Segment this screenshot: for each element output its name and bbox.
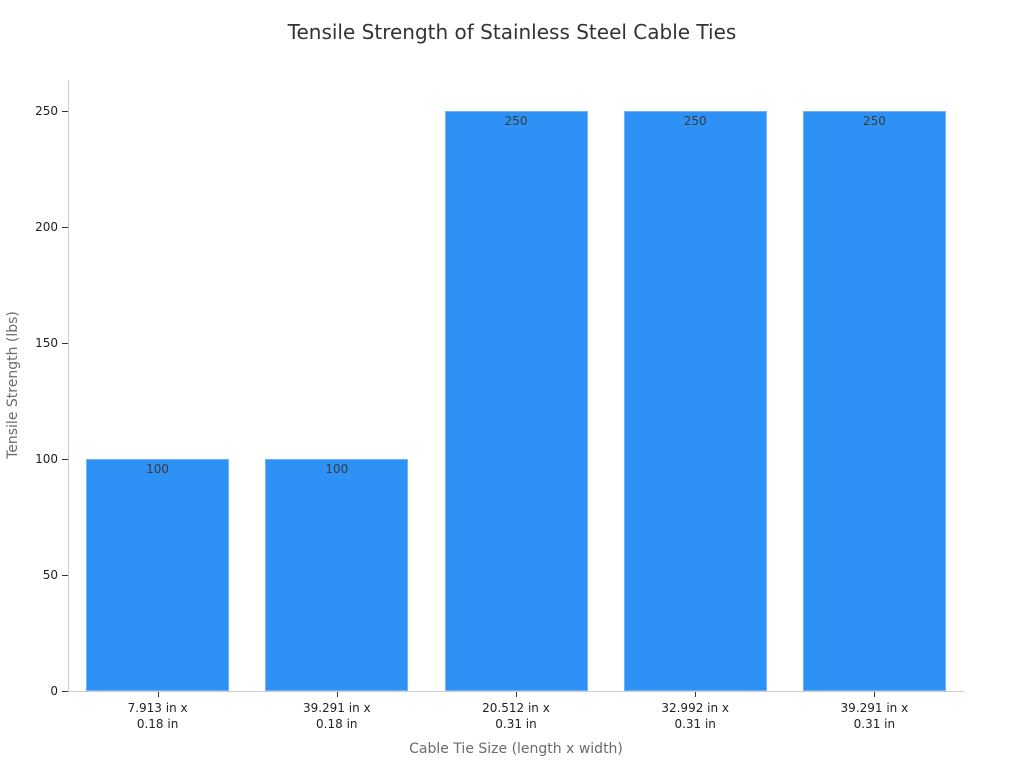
x-tick-label-line: 0.31 in — [495, 717, 537, 731]
y-axis-line — [68, 80, 69, 692]
x-tick-label-line: 0.18 in — [316, 717, 358, 731]
bar[interactable] — [86, 458, 230, 691]
x-tick-label-line: 20.512 in x — [482, 701, 550, 715]
x-tick-mark — [516, 692, 517, 697]
chart-title: Tensile Strength of Stainless Steel Cabl… — [287, 20, 737, 44]
y-tick-label: 200 — [35, 219, 58, 234]
bar-value-label: 250 — [504, 113, 528, 128]
y-tick-mark — [62, 227, 68, 228]
y-tick-mark — [62, 691, 68, 692]
x-tick-label: 39.291 in x 0.18 in — [257, 700, 417, 732]
bar[interactable] — [623, 110, 767, 691]
y-tick-mark — [62, 111, 68, 112]
y-tick-label: 100 — [35, 451, 58, 466]
y-tick-mark — [62, 459, 68, 460]
y-tick-mark — [62, 575, 68, 576]
x-axis-line — [68, 691, 964, 692]
x-tick-label: 32.992 in x 0.31 in — [615, 700, 775, 732]
x-tick-mark — [874, 692, 875, 697]
bar[interactable] — [444, 110, 588, 691]
x-tick-label: 20.512 in x 0.31 in — [436, 700, 596, 732]
x-tick-label-line: 39.291 in x — [302, 701, 371, 715]
bar-value-label: 250 — [683, 113, 707, 128]
y-axis-label: Tensile Strength (lbs) — [5, 311, 21, 459]
x-tick-label-line: 32.992 in x — [661, 701, 730, 715]
y-tick-label: 50 — [42, 567, 58, 582]
y-tick-mark — [62, 343, 68, 344]
x-tick-label: 39.291 in x 0.31 in — [794, 700, 954, 732]
y-tick-label: 250 — [35, 103, 58, 118]
bar-value-label: 100 — [325, 461, 349, 476]
x-tick-label-line: 7.913 in x — [127, 701, 188, 715]
y-tick-label: 0 — [50, 684, 58, 698]
x-tick-label-line: 0.31 in — [853, 717, 896, 731]
bar[interactable] — [802, 110, 946, 691]
x-axis-label: Cable Tie Size (length x width) — [409, 741, 623, 757]
x-tick-mark — [337, 692, 338, 697]
bar-value-label: 100 — [146, 461, 170, 476]
x-tick-mark — [695, 692, 696, 697]
x-tick-label-line: 0.31 in — [674, 717, 716, 731]
bar-value-label: 250 — [862, 113, 886, 128]
x-tick-label-line: 39.291 in x — [840, 701, 909, 715]
x-tick-label-line: 0.18 in — [136, 717, 179, 731]
y-tick-label: 150 — [35, 335, 58, 350]
x-tick-mark — [158, 692, 159, 697]
bar[interactable] — [265, 458, 409, 691]
x-tick-label: 7.913 in x 0.18 in — [78, 700, 238, 732]
